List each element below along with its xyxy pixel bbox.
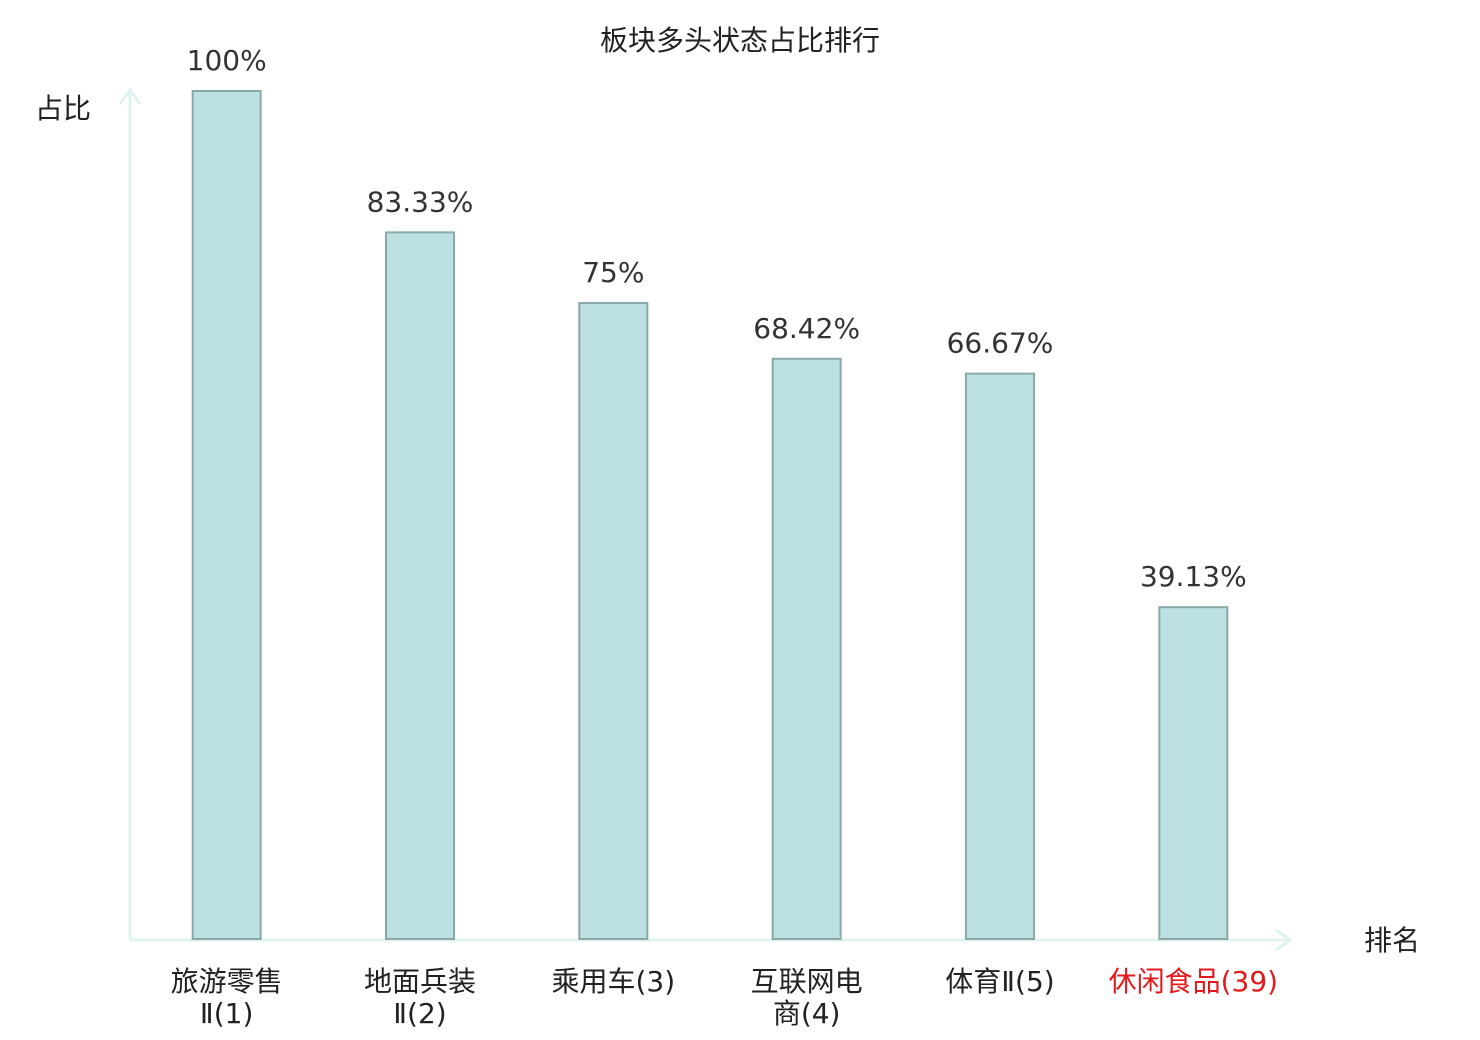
bar — [385, 231, 455, 941]
x-tick-label: 乘用车(3) — [551, 965, 676, 998]
x-tick-label: 体育Ⅱ(5) — [945, 965, 1055, 998]
bar — [965, 372, 1035, 940]
x-axis-label: 排名 — [1364, 924, 1420, 957]
y-axis-label: 占比 — [35, 92, 91, 125]
x-tick-label: 互联网电 商(4) — [750, 965, 863, 1030]
value-label: 75% — [582, 256, 644, 289]
bar — [771, 357, 842, 940]
bar — [578, 302, 649, 940]
value-label: 83.33% — [367, 185, 474, 218]
chart-title: 板块多头状态占比排行 — [600, 24, 880, 57]
value-label: 66.67% — [947, 327, 1054, 360]
y-axis-arrow — [118, 87, 142, 105]
bar — [1158, 606, 1229, 940]
bar — [191, 90, 262, 940]
value-label: 100% — [187, 44, 267, 77]
value-label: 68.42% — [753, 312, 860, 345]
x-tick-label: 旅游零售 Ⅱ(1) — [170, 965, 283, 1030]
value-label: 39.13% — [1140, 560, 1247, 593]
x-tick-label: 休闲食品(39) — [1108, 965, 1279, 998]
x-tick-label: 地面兵装 Ⅱ(2) — [363, 965, 476, 1030]
x-axis-arrow — [1275, 928, 1293, 952]
axes — [118, 87, 1293, 952]
